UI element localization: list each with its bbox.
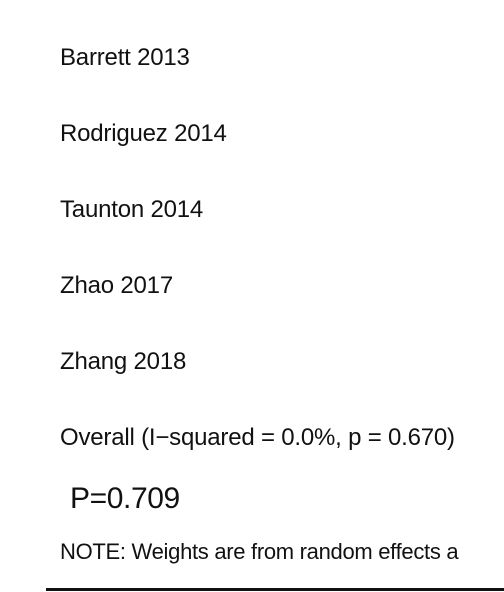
overall-label: Overall (I−squared = 0.0%, p = 0.670)	[60, 424, 455, 451]
weights-note: NOTE: Weights are from random effects a	[60, 539, 459, 564]
study-label: Barrett 2013	[60, 44, 190, 71]
study-label: Zhao 2017	[60, 272, 173, 299]
study-label: Taunton 2014	[60, 196, 204, 223]
study-label: Rodriguez 2014	[60, 120, 227, 147]
study-label: Zhang 2018	[60, 348, 187, 375]
axis-line	[46, 588, 504, 591]
p-value-label: P=0.709	[70, 482, 180, 515]
